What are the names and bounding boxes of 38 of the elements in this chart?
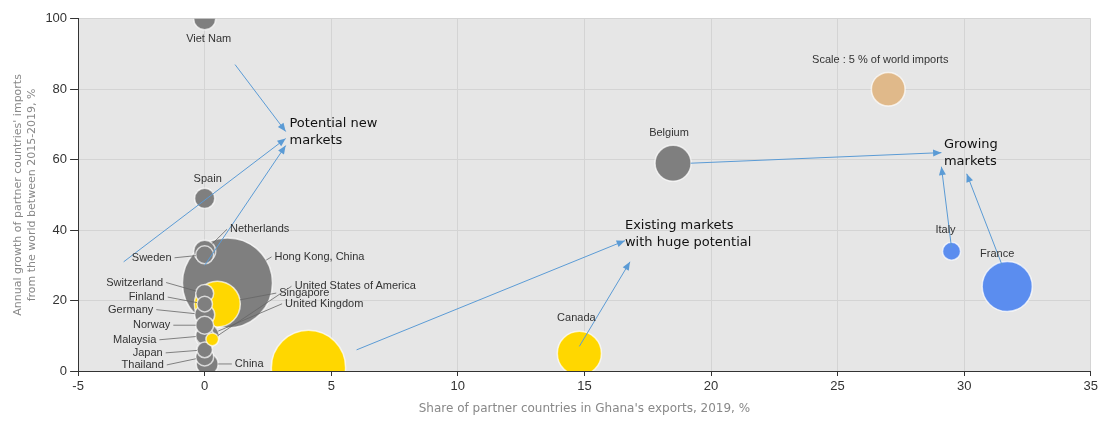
series-label: Italy bbox=[935, 223, 957, 236]
y-tick-label: 100 bbox=[45, 10, 68, 26]
series-label: Canada bbox=[557, 311, 597, 324]
y-tick-label: 20 bbox=[52, 292, 68, 308]
x-tick-label: 30 bbox=[956, 378, 972, 394]
x-tick-label: 0 bbox=[201, 378, 209, 394]
series-label: Hong Kong, China bbox=[274, 249, 366, 262]
series-label: Netherlands bbox=[230, 222, 290, 235]
annotation: Existing markets with huge potential bbox=[624, 217, 752, 250]
text: Norway bbox=[133, 318, 171, 331]
x-tick-label: 20 bbox=[703, 378, 719, 394]
x-axis-title: Share of partner countries in Ghana's exports, 2019, % bbox=[418, 400, 751, 415]
series-label: Spain bbox=[193, 172, 222, 185]
x-tick-label: 5 bbox=[327, 378, 335, 394]
x-tick-label: 35 bbox=[1083, 378, 1098, 394]
text: Finland bbox=[128, 290, 165, 303]
text: Thailand bbox=[121, 357, 164, 370]
x-tick-label: 25 bbox=[830, 378, 845, 394]
series-label: Scale : 5 % of world imports bbox=[812, 53, 949, 66]
text: Germany bbox=[108, 302, 154, 315]
annotation: Potential new markets bbox=[289, 115, 378, 148]
series-label: France bbox=[980, 246, 1015, 259]
text: Japan bbox=[132, 345, 163, 358]
y-tick-label: 80 bbox=[52, 80, 68, 96]
series-label: Viet Nam bbox=[186, 31, 232, 44]
x-tick-label: 10 bbox=[450, 378, 466, 394]
y-tick-label: 40 bbox=[52, 221, 68, 237]
text: Malaysia bbox=[112, 332, 158, 345]
annotation: Growing markets bbox=[943, 136, 998, 169]
y-axis-title: Annual growth of partner countries' imports from the world between 2015-2019, % bbox=[11, 73, 38, 316]
x-tick-label: -5 bbox=[72, 378, 84, 394]
y-tick-label: 0 bbox=[59, 362, 68, 378]
series-label: China bbox=[234, 356, 265, 369]
x-tick-label: 15 bbox=[577, 378, 592, 394]
text: Sweden bbox=[131, 250, 172, 263]
text: Switzerland bbox=[106, 275, 164, 288]
series-label: Belgium bbox=[649, 126, 689, 139]
y-tick-label: 60 bbox=[52, 151, 68, 167]
